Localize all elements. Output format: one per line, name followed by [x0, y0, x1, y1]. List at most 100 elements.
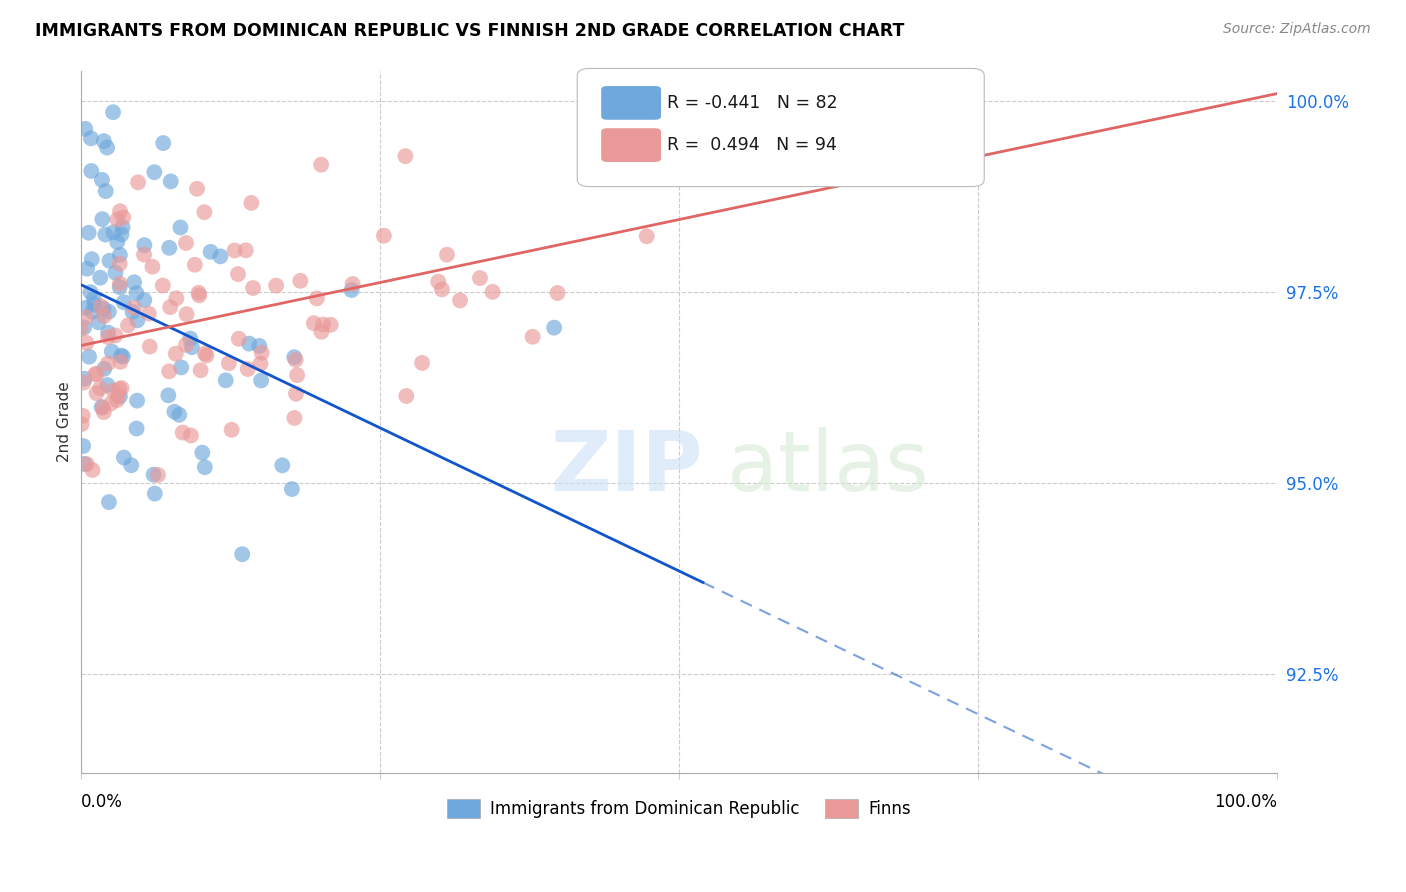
Point: [394, 149, 416, 163]
Point: [110, 355, 132, 369]
Point: [146, 467, 169, 482]
Point: [152, 278, 174, 293]
Point: [134, 293, 156, 307]
Point: [79, 285, 101, 300]
Point: [271, 458, 294, 473]
Point: [132, 247, 155, 261]
Point: [90, 299, 112, 313]
Point: [159, 300, 181, 314]
Point: [107, 212, 129, 227]
Point: [184, 258, 207, 272]
Point: [70, 417, 93, 431]
Point: [174, 338, 197, 352]
Text: IMMIGRANTS FROM DOMINICAN REPUBLIC VS FINNISH 2ND GRADE CORRELATION CHART: IMMIGRANTS FROM DOMINICAN REPUBLIC VS FI…: [35, 22, 904, 40]
Point: [231, 547, 253, 561]
Point: [94, 227, 117, 242]
Point: [111, 220, 134, 235]
Text: 100.0%: 100.0%: [1215, 792, 1278, 811]
Point: [191, 445, 214, 459]
Point: [264, 278, 287, 293]
Point: [340, 283, 363, 297]
Point: [190, 363, 212, 377]
Point: [77, 226, 100, 240]
Point: [98, 253, 121, 268]
Point: [138, 307, 160, 321]
Point: [101, 105, 124, 120]
Point: [193, 205, 215, 219]
Point: [97, 357, 120, 371]
Point: [82, 463, 104, 477]
Point: [543, 320, 565, 334]
Point: [235, 244, 257, 258]
Point: [90, 173, 112, 187]
Point: [120, 458, 142, 473]
Point: [91, 212, 114, 227]
Point: [90, 400, 112, 414]
Point: [134, 238, 156, 252]
Point: [101, 344, 124, 359]
Point: [170, 360, 193, 375]
Point: [302, 316, 325, 330]
Point: [105, 235, 128, 249]
Point: [93, 405, 115, 419]
Point: [73, 457, 96, 471]
Point: [141, 260, 163, 274]
Point: [94, 184, 117, 198]
Point: [430, 282, 453, 296]
Point: [82, 304, 104, 318]
Point: [97, 495, 120, 509]
Point: [249, 357, 271, 371]
Point: [91, 401, 114, 415]
Point: [159, 174, 181, 188]
Point: [76, 261, 98, 276]
Point: [481, 285, 503, 299]
Point: [468, 271, 491, 285]
Point: [247, 339, 270, 353]
Point: [127, 313, 149, 327]
Point: [97, 304, 120, 318]
Point: [250, 345, 273, 359]
Point: [103, 384, 125, 398]
Point: [285, 368, 308, 383]
Point: [69, 322, 91, 336]
Point: [112, 295, 135, 310]
Point: [309, 158, 332, 172]
Point: [215, 373, 238, 387]
Point: [108, 204, 131, 219]
Point: [93, 301, 115, 316]
Point: [228, 332, 250, 346]
Point: [224, 244, 246, 258]
Point: [290, 274, 312, 288]
Point: [187, 285, 209, 300]
Point: [72, 409, 94, 423]
Point: [285, 386, 308, 401]
Point: [77, 350, 100, 364]
Point: [96, 140, 118, 154]
Point: [93, 309, 115, 323]
Point: [108, 382, 131, 396]
Point: [86, 367, 108, 381]
Point: [97, 330, 120, 344]
Text: R =  0.494   N = 94: R = 0.494 N = 94: [666, 136, 837, 154]
Point: [186, 182, 208, 196]
Point: [112, 450, 135, 465]
Point: [108, 248, 131, 262]
Point: [89, 381, 111, 395]
Point: [221, 423, 243, 437]
Point: [342, 277, 364, 291]
Point: [281, 482, 304, 496]
Point: [110, 381, 132, 395]
Point: [80, 131, 103, 145]
Point: [117, 318, 139, 333]
Point: [180, 428, 202, 442]
Point: [312, 318, 335, 332]
Point: [142, 467, 165, 482]
Point: [240, 195, 263, 210]
Point: [76, 457, 98, 471]
Point: [107, 388, 129, 402]
Point: [180, 340, 202, 354]
Point: [83, 292, 105, 306]
Point: [75, 121, 97, 136]
Point: [167, 408, 190, 422]
Point: [236, 362, 259, 376]
